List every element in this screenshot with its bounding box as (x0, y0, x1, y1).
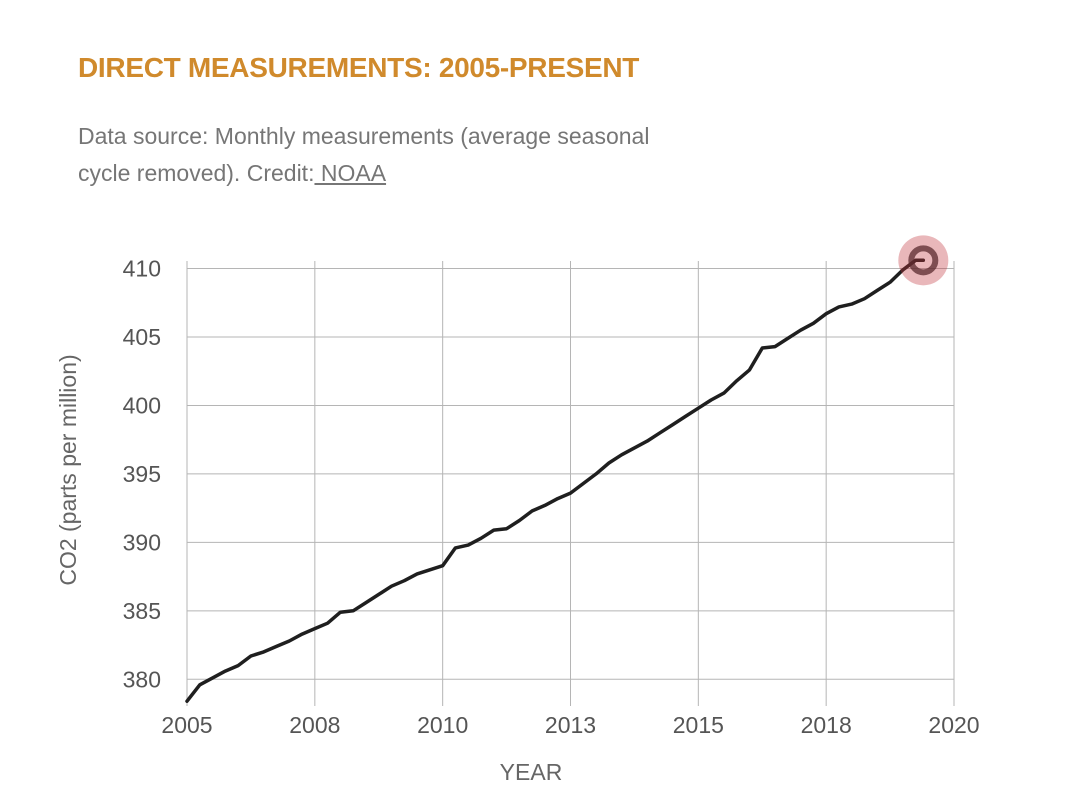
y-tick-label: 380 (123, 666, 161, 692)
x-tick-label: 2013 (545, 712, 596, 738)
x-tick-label: 2008 (289, 712, 340, 738)
chart-subtitle: Data source: Monthly measurements (avera… (78, 118, 658, 192)
y-tick-label: 395 (123, 461, 161, 487)
page-title: DIRECT MEASUREMENTS: 2005-PRESENT (78, 52, 640, 83)
x-tick-label: 2010 (417, 712, 468, 738)
y-tick-label: 400 (123, 392, 161, 418)
series-layer (185, 235, 949, 703)
latest-point-marker[interactable] (908, 245, 939, 276)
y-tick-label: 410 (123, 256, 161, 282)
x-axis: 2005 2008 2010 2013 2015 2018 2020 (161, 712, 979, 738)
y-tick-label: 390 (123, 529, 161, 555)
y-tick-label: 385 (123, 598, 161, 624)
chart-grid (186, 261, 955, 706)
x-axis-title: YEAR (500, 759, 563, 785)
data-source-text: Data source: Monthly measurements (avera… (78, 123, 650, 186)
x-tick-label: 2020 (928, 712, 979, 738)
noaa-credit-link[interactable]: NOAA (314, 160, 387, 186)
latest-point-halo (898, 235, 949, 286)
y-tick-label: 405 (123, 324, 161, 350)
y-axis: 380 385 390 395 400 405 410 (123, 256, 161, 693)
y-axis-title: CO2 (parts per million) (55, 354, 81, 585)
co2-series-line (185, 258, 926, 703)
x-tick-label: 2015 (673, 712, 724, 738)
x-tick-label: 2005 (161, 712, 212, 738)
x-tick-label: 2018 (801, 712, 852, 738)
